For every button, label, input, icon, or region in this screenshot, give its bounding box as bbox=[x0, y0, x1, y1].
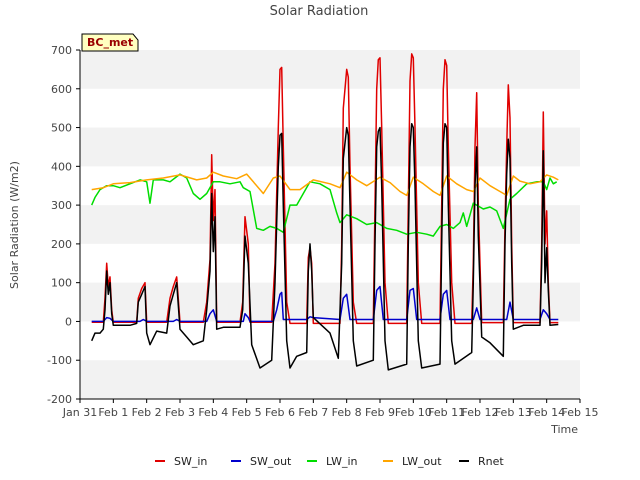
station-label: BC_met bbox=[87, 36, 133, 49]
x-tick-label: Feb 11 bbox=[428, 406, 465, 419]
x-tick-label: Feb 13 bbox=[495, 406, 532, 419]
grid-band bbox=[80, 127, 580, 167]
x-tick-label: Feb 14 bbox=[528, 406, 565, 419]
y-tick-label: 600 bbox=[51, 83, 72, 96]
chart-title: Solar Radiation bbox=[270, 4, 369, 19]
x-tick-label: Feb 6 bbox=[265, 406, 295, 419]
y-axis-label: Solar Radiation (W/m2) bbox=[8, 161, 21, 289]
x-tick-label: Feb 2 bbox=[132, 406, 162, 419]
x-tick-label: Feb 15 bbox=[562, 406, 599, 419]
y-tick-label: 700 bbox=[51, 44, 72, 57]
grid-band bbox=[80, 282, 580, 322]
series-line-sw-out bbox=[91, 285, 559, 323]
y-tick-label: -100 bbox=[47, 354, 72, 367]
plot-frame bbox=[79, 50, 580, 400]
y-tick-label: 300 bbox=[51, 199, 72, 212]
x-tick-label: Feb 1 bbox=[98, 406, 128, 419]
x-tick-label: Feb 12 bbox=[462, 406, 499, 419]
legend-item: SW_out bbox=[231, 455, 292, 468]
x-axis-label: Time bbox=[550, 423, 578, 436]
grid-band bbox=[80, 360, 580, 399]
x-axis: Jan 31 Feb 1 Feb 2 Feb 3 Feb 4 Feb 5 Feb 6 Feb … bbox=[62, 399, 599, 419]
x-tick-label: Feb 10 bbox=[395, 406, 432, 419]
legend-item: LW_in bbox=[307, 455, 358, 468]
series-line-lw-in bbox=[91, 173, 558, 237]
legend-item: SW_in bbox=[155, 455, 207, 468]
y-tick-label: 400 bbox=[51, 160, 72, 173]
y-tick-label: 100 bbox=[51, 277, 72, 290]
legend-label: LW_out bbox=[402, 455, 442, 468]
x-tick-label: Feb 4 bbox=[198, 406, 228, 419]
legend-item: Rnet bbox=[459, 455, 504, 468]
station-label-box: BC_met bbox=[81, 33, 139, 52]
series-line-rnet bbox=[91, 122, 559, 371]
x-tick-label: Feb 9 bbox=[365, 406, 395, 419]
y-tick-label: 500 bbox=[51, 122, 72, 135]
grid-band bbox=[80, 50, 580, 89]
x-tick-label: Feb 8 bbox=[332, 406, 362, 419]
series-lines bbox=[91, 53, 559, 371]
x-tick-label: Feb 5 bbox=[232, 406, 262, 419]
x-tick-label: Feb 7 bbox=[298, 406, 328, 419]
x-tick-label: Feb 3 bbox=[165, 406, 195, 419]
legend-label: LW_in bbox=[326, 455, 358, 468]
legend-item: LW_out bbox=[383, 455, 442, 468]
series-line-sw-in bbox=[91, 53, 559, 325]
legend: SW_in SW_out LW_in LW_out Rnet bbox=[155, 455, 504, 468]
y-tick-label: -200 bbox=[47, 393, 72, 406]
legend-label: Rnet bbox=[478, 455, 504, 468]
legend-label: SW_out bbox=[250, 455, 292, 468]
x-tick-label: Jan 31 bbox=[62, 406, 97, 419]
series-line-lw-out bbox=[91, 171, 559, 197]
y-tick-label: 0 bbox=[65, 315, 72, 328]
y-tick-label: 200 bbox=[51, 238, 72, 251]
y-axis: -200 -100 0 100 200 300 400 500 600 700 bbox=[47, 44, 80, 406]
legend-label: SW_in bbox=[174, 455, 207, 468]
